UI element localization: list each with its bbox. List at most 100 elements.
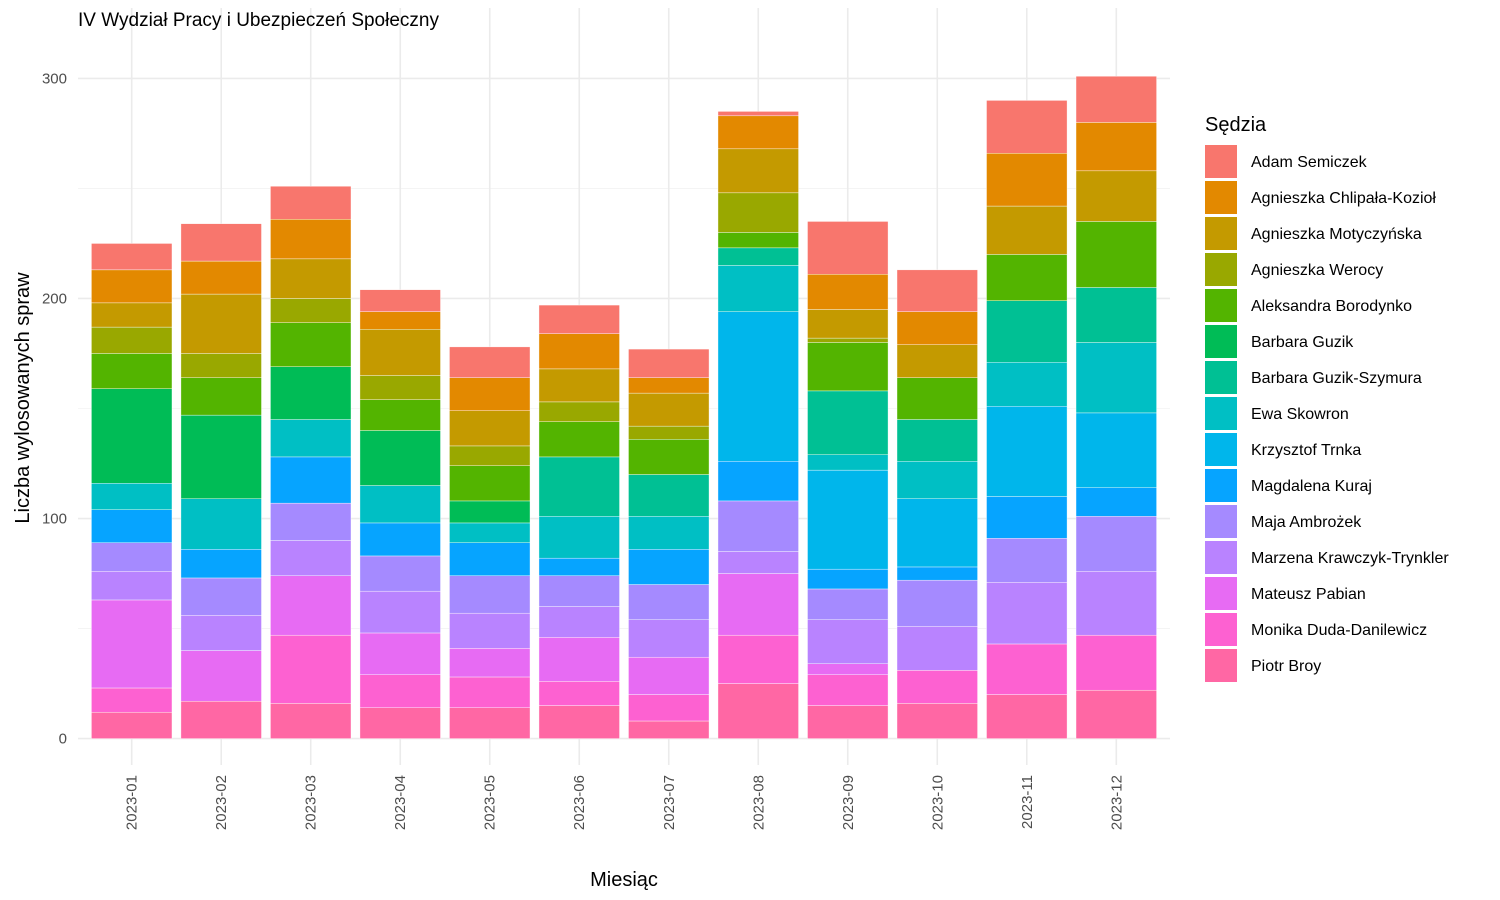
bar-segment xyxy=(628,439,710,475)
legend-swatch xyxy=(1205,217,1237,250)
bar-segment xyxy=(628,474,710,517)
legend-label: Mateusz Pabian xyxy=(1251,586,1366,603)
bar-segment xyxy=(91,687,173,713)
legend-title: Sędzia xyxy=(1205,114,1267,136)
bar-stack xyxy=(270,186,352,739)
bar-segment xyxy=(628,549,710,585)
bar-segment xyxy=(359,590,441,634)
bar-segment xyxy=(180,293,262,354)
bar-segment xyxy=(628,584,710,620)
bar-segment xyxy=(628,425,710,440)
bar-segment xyxy=(986,205,1068,255)
y-tick-label: 100 xyxy=(42,511,67,528)
bar-segment xyxy=(986,643,1068,695)
bar-segment xyxy=(717,311,799,462)
legend-swatch xyxy=(1205,397,1237,430)
y-axis-ticks: 0 100 200 300 xyxy=(42,70,67,747)
legend-item: Maja Ambrożek xyxy=(1205,505,1362,538)
legend-item: Marzena Krawczyk-Trynkler xyxy=(1205,541,1449,574)
bar-segment xyxy=(986,538,1068,583)
legend-label: Aleksandra Borodynko xyxy=(1251,298,1412,315)
legend-label: Maja Ambrożek xyxy=(1251,514,1362,531)
chart-title: IV Wydział Pracy i Ubezpieczeń Społeczny xyxy=(78,10,439,31)
bar-segment xyxy=(986,362,1068,407)
bar-segment xyxy=(986,300,1068,363)
bar-segment xyxy=(359,430,441,486)
bar-segment xyxy=(1075,287,1157,343)
bar-segment xyxy=(270,575,352,636)
legend-swatch xyxy=(1205,181,1237,214)
bar-segment xyxy=(180,549,262,579)
bar-segment xyxy=(896,566,978,581)
bar-segment xyxy=(538,637,620,682)
bar-segment xyxy=(717,115,799,150)
bar-segment xyxy=(807,663,889,675)
bar-segment xyxy=(538,516,620,559)
bar-segment xyxy=(986,582,1068,645)
bar-segment xyxy=(270,298,352,323)
legend-item: Adam Semiczek xyxy=(1205,145,1368,178)
legend-item: Ewa Skowron xyxy=(1205,397,1349,430)
bar-segment xyxy=(896,498,978,568)
legend-item: Mateusz Pabian xyxy=(1205,577,1366,610)
bar-segment xyxy=(180,353,262,378)
bar-segment xyxy=(628,656,710,695)
legend-label: Monika Duda-Danilewicz xyxy=(1251,622,1427,639)
bar-segment xyxy=(538,681,620,706)
bar-segment xyxy=(270,456,352,504)
bar-segment xyxy=(717,232,799,249)
legend-item: Monika Duda-Danilewicz xyxy=(1205,613,1427,646)
bar-segment xyxy=(628,348,710,378)
legend-item: Agnieszka Motyczyńska xyxy=(1205,217,1422,250)
legend-swatch xyxy=(1205,361,1237,394)
bar-segment xyxy=(270,703,352,739)
x-tick-label: 2023-11 xyxy=(1019,775,1036,829)
bar-segment xyxy=(628,516,710,550)
bar-segment xyxy=(538,606,620,638)
x-tick-label: 2023-08 xyxy=(750,775,767,830)
bar-segment xyxy=(986,153,1068,207)
bar-segment xyxy=(359,329,441,376)
bar-segment xyxy=(1075,487,1157,517)
bar-segment xyxy=(717,551,799,574)
bar-segment xyxy=(896,670,978,704)
bar-segment xyxy=(717,111,799,117)
bar-segment xyxy=(807,705,889,739)
bar-segment xyxy=(359,399,441,431)
legend-label: Marzena Krawczyk-Trynkler xyxy=(1251,550,1449,567)
legend-item: Aleksandra Borodynko xyxy=(1205,289,1412,322)
bar-segment xyxy=(1075,76,1157,123)
bar-segment xyxy=(717,265,799,312)
bar-segment xyxy=(449,612,531,649)
bar-segment xyxy=(1075,689,1157,739)
bar-stack xyxy=(538,304,620,739)
legend: Sędzia Adam Semiczek Agnieszka Chlipała-K… xyxy=(1205,114,1449,682)
bar-segment xyxy=(91,571,173,601)
bar-segment xyxy=(986,100,1068,154)
bar-segment xyxy=(449,542,531,576)
x-tick-label: 2023-05 xyxy=(482,775,499,830)
bar-segment xyxy=(807,568,889,590)
bar-segment xyxy=(449,445,531,466)
bar-segment xyxy=(807,588,889,620)
bar-segment xyxy=(449,707,531,739)
bar-segment xyxy=(91,542,173,572)
bar-segment xyxy=(180,650,262,702)
bar-stack xyxy=(1075,76,1157,739)
bar-stack xyxy=(807,221,889,739)
legend-swatch xyxy=(1205,289,1237,322)
bar-segment xyxy=(896,579,978,627)
y-tick-label: 300 xyxy=(42,70,67,87)
bar-segment xyxy=(807,342,889,392)
bar-segment xyxy=(449,522,531,543)
bar-segment xyxy=(807,454,889,471)
bar-segment xyxy=(807,274,889,310)
bar-segment xyxy=(91,509,173,543)
legend-item: Barbara Guzik-Szymura xyxy=(1205,361,1422,394)
bar-segment xyxy=(807,619,889,664)
bar-segment xyxy=(449,410,531,447)
legend-swatch xyxy=(1205,469,1237,502)
bar-segment xyxy=(896,269,978,312)
bar-segment xyxy=(538,456,620,517)
